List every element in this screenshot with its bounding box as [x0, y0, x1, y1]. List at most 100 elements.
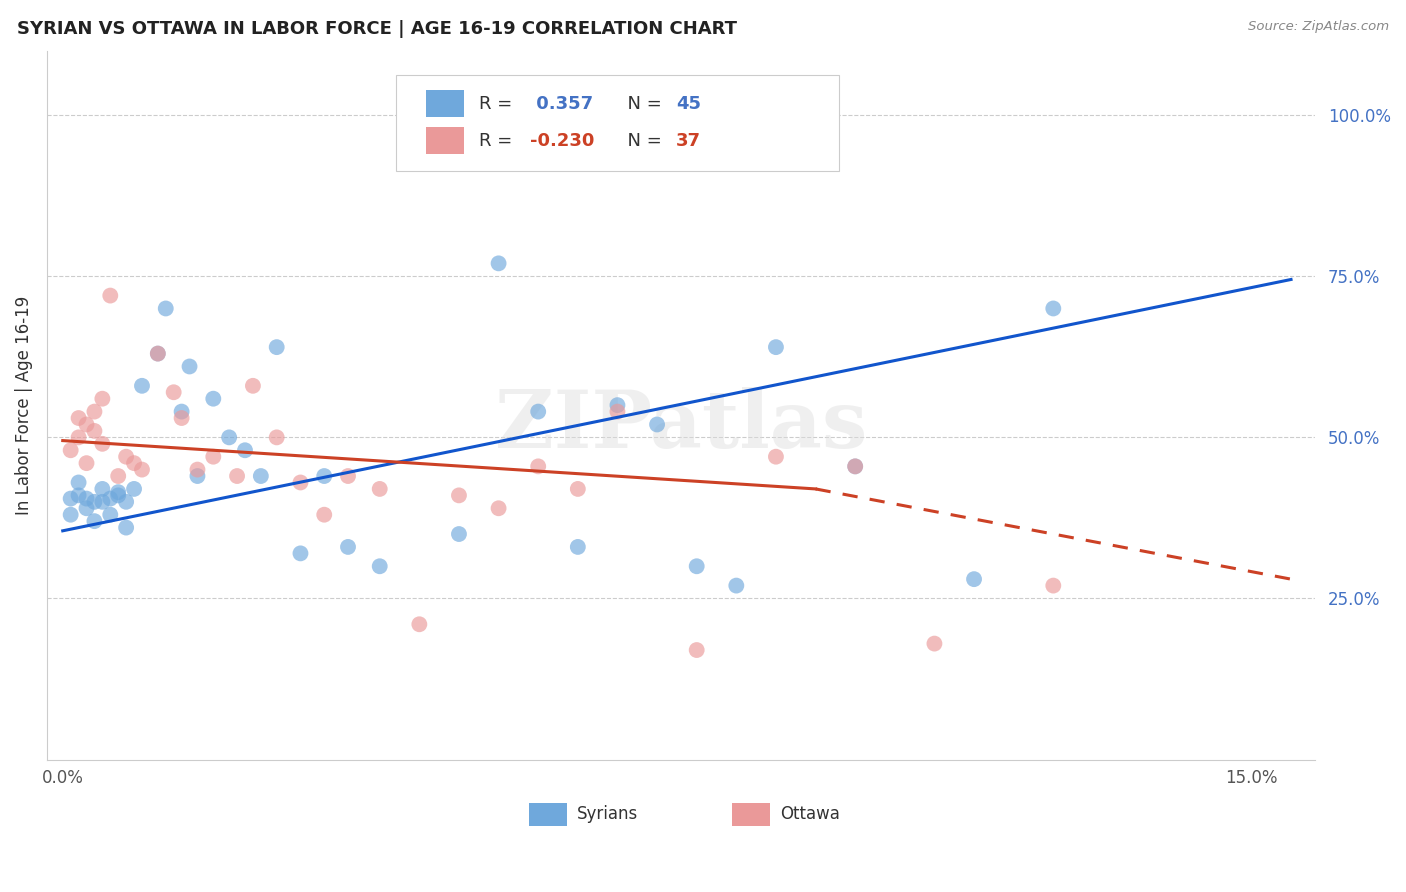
- Point: [76, 456, 98, 470]
- Point: [76, 501, 98, 516]
- FancyBboxPatch shape: [731, 803, 769, 825]
- Point: [146, 346, 169, 360]
- Point: [471, 128, 494, 142]
- Point: [59, 508, 82, 522]
- Text: N =: N =: [616, 132, 668, 150]
- Point: [408, 617, 430, 632]
- Text: 37: 37: [676, 132, 700, 150]
- Point: [107, 488, 129, 502]
- FancyBboxPatch shape: [529, 803, 567, 825]
- Point: [314, 469, 336, 483]
- Point: [844, 459, 866, 474]
- Point: [226, 469, 249, 483]
- Point: [527, 459, 550, 474]
- Point: [1042, 301, 1064, 316]
- Point: [368, 559, 391, 574]
- Point: [98, 508, 121, 522]
- Point: [250, 469, 273, 483]
- FancyBboxPatch shape: [426, 90, 464, 118]
- Point: [290, 546, 312, 560]
- Point: [122, 482, 145, 496]
- Point: [202, 450, 225, 464]
- Text: Syrians: Syrians: [576, 805, 638, 823]
- Point: [76, 491, 98, 506]
- Point: [131, 379, 153, 393]
- Point: [59, 443, 82, 458]
- Point: [107, 485, 129, 500]
- Point: [218, 430, 240, 444]
- Point: [91, 495, 114, 509]
- Text: Ottawa: Ottawa: [780, 805, 839, 823]
- Text: 0.357: 0.357: [530, 95, 593, 113]
- Point: [67, 475, 90, 490]
- Point: [67, 430, 90, 444]
- Point: [76, 417, 98, 432]
- Point: [67, 488, 90, 502]
- Point: [170, 404, 193, 418]
- Text: 45: 45: [676, 95, 700, 113]
- Point: [233, 443, 256, 458]
- Text: -0.230: -0.230: [530, 132, 595, 150]
- Point: [242, 379, 264, 393]
- Point: [606, 398, 628, 412]
- Point: [146, 346, 169, 360]
- FancyBboxPatch shape: [426, 128, 464, 154]
- Point: [59, 491, 82, 506]
- Point: [963, 572, 986, 586]
- Point: [686, 559, 709, 574]
- Text: N =: N =: [616, 95, 668, 113]
- Point: [98, 491, 121, 506]
- Point: [83, 424, 105, 438]
- Point: [122, 456, 145, 470]
- Text: ZIPatlas: ZIPatlas: [495, 387, 868, 466]
- Point: [115, 450, 138, 464]
- Point: [67, 411, 90, 425]
- Point: [186, 462, 208, 476]
- Point: [1042, 578, 1064, 592]
- Point: [765, 450, 787, 464]
- Point: [686, 643, 709, 657]
- Point: [115, 520, 138, 534]
- Point: [186, 469, 208, 483]
- Point: [765, 340, 787, 354]
- Point: [91, 437, 114, 451]
- Point: [725, 578, 748, 592]
- Point: [83, 495, 105, 509]
- Point: [337, 540, 360, 554]
- Point: [447, 488, 470, 502]
- Point: [844, 459, 866, 474]
- Text: R =: R =: [479, 132, 519, 150]
- Point: [163, 385, 186, 400]
- FancyBboxPatch shape: [395, 76, 839, 171]
- Point: [337, 469, 360, 483]
- Point: [266, 430, 288, 444]
- Point: [98, 288, 121, 302]
- Point: [170, 411, 193, 425]
- Point: [488, 256, 510, 270]
- Point: [606, 404, 628, 418]
- Point: [115, 495, 138, 509]
- Point: [290, 475, 312, 490]
- Point: [83, 404, 105, 418]
- Text: SYRIAN VS OTTAWA IN LABOR FORCE | AGE 16-19 CORRELATION CHART: SYRIAN VS OTTAWA IN LABOR FORCE | AGE 16…: [17, 20, 737, 37]
- Point: [488, 501, 510, 516]
- Point: [924, 637, 946, 651]
- Point: [202, 392, 225, 406]
- Point: [179, 359, 201, 374]
- Point: [91, 392, 114, 406]
- Text: R =: R =: [479, 95, 519, 113]
- Point: [91, 482, 114, 496]
- Point: [447, 527, 470, 541]
- Point: [314, 508, 336, 522]
- Point: [527, 404, 550, 418]
- Point: [266, 340, 288, 354]
- Point: [567, 540, 589, 554]
- Point: [107, 469, 129, 483]
- Text: Source: ZipAtlas.com: Source: ZipAtlas.com: [1249, 20, 1389, 33]
- Y-axis label: In Labor Force | Age 16-19: In Labor Force | Age 16-19: [15, 295, 32, 515]
- Point: [155, 301, 177, 316]
- Point: [645, 417, 668, 432]
- Point: [567, 482, 589, 496]
- Point: [131, 462, 153, 476]
- Point: [83, 514, 105, 528]
